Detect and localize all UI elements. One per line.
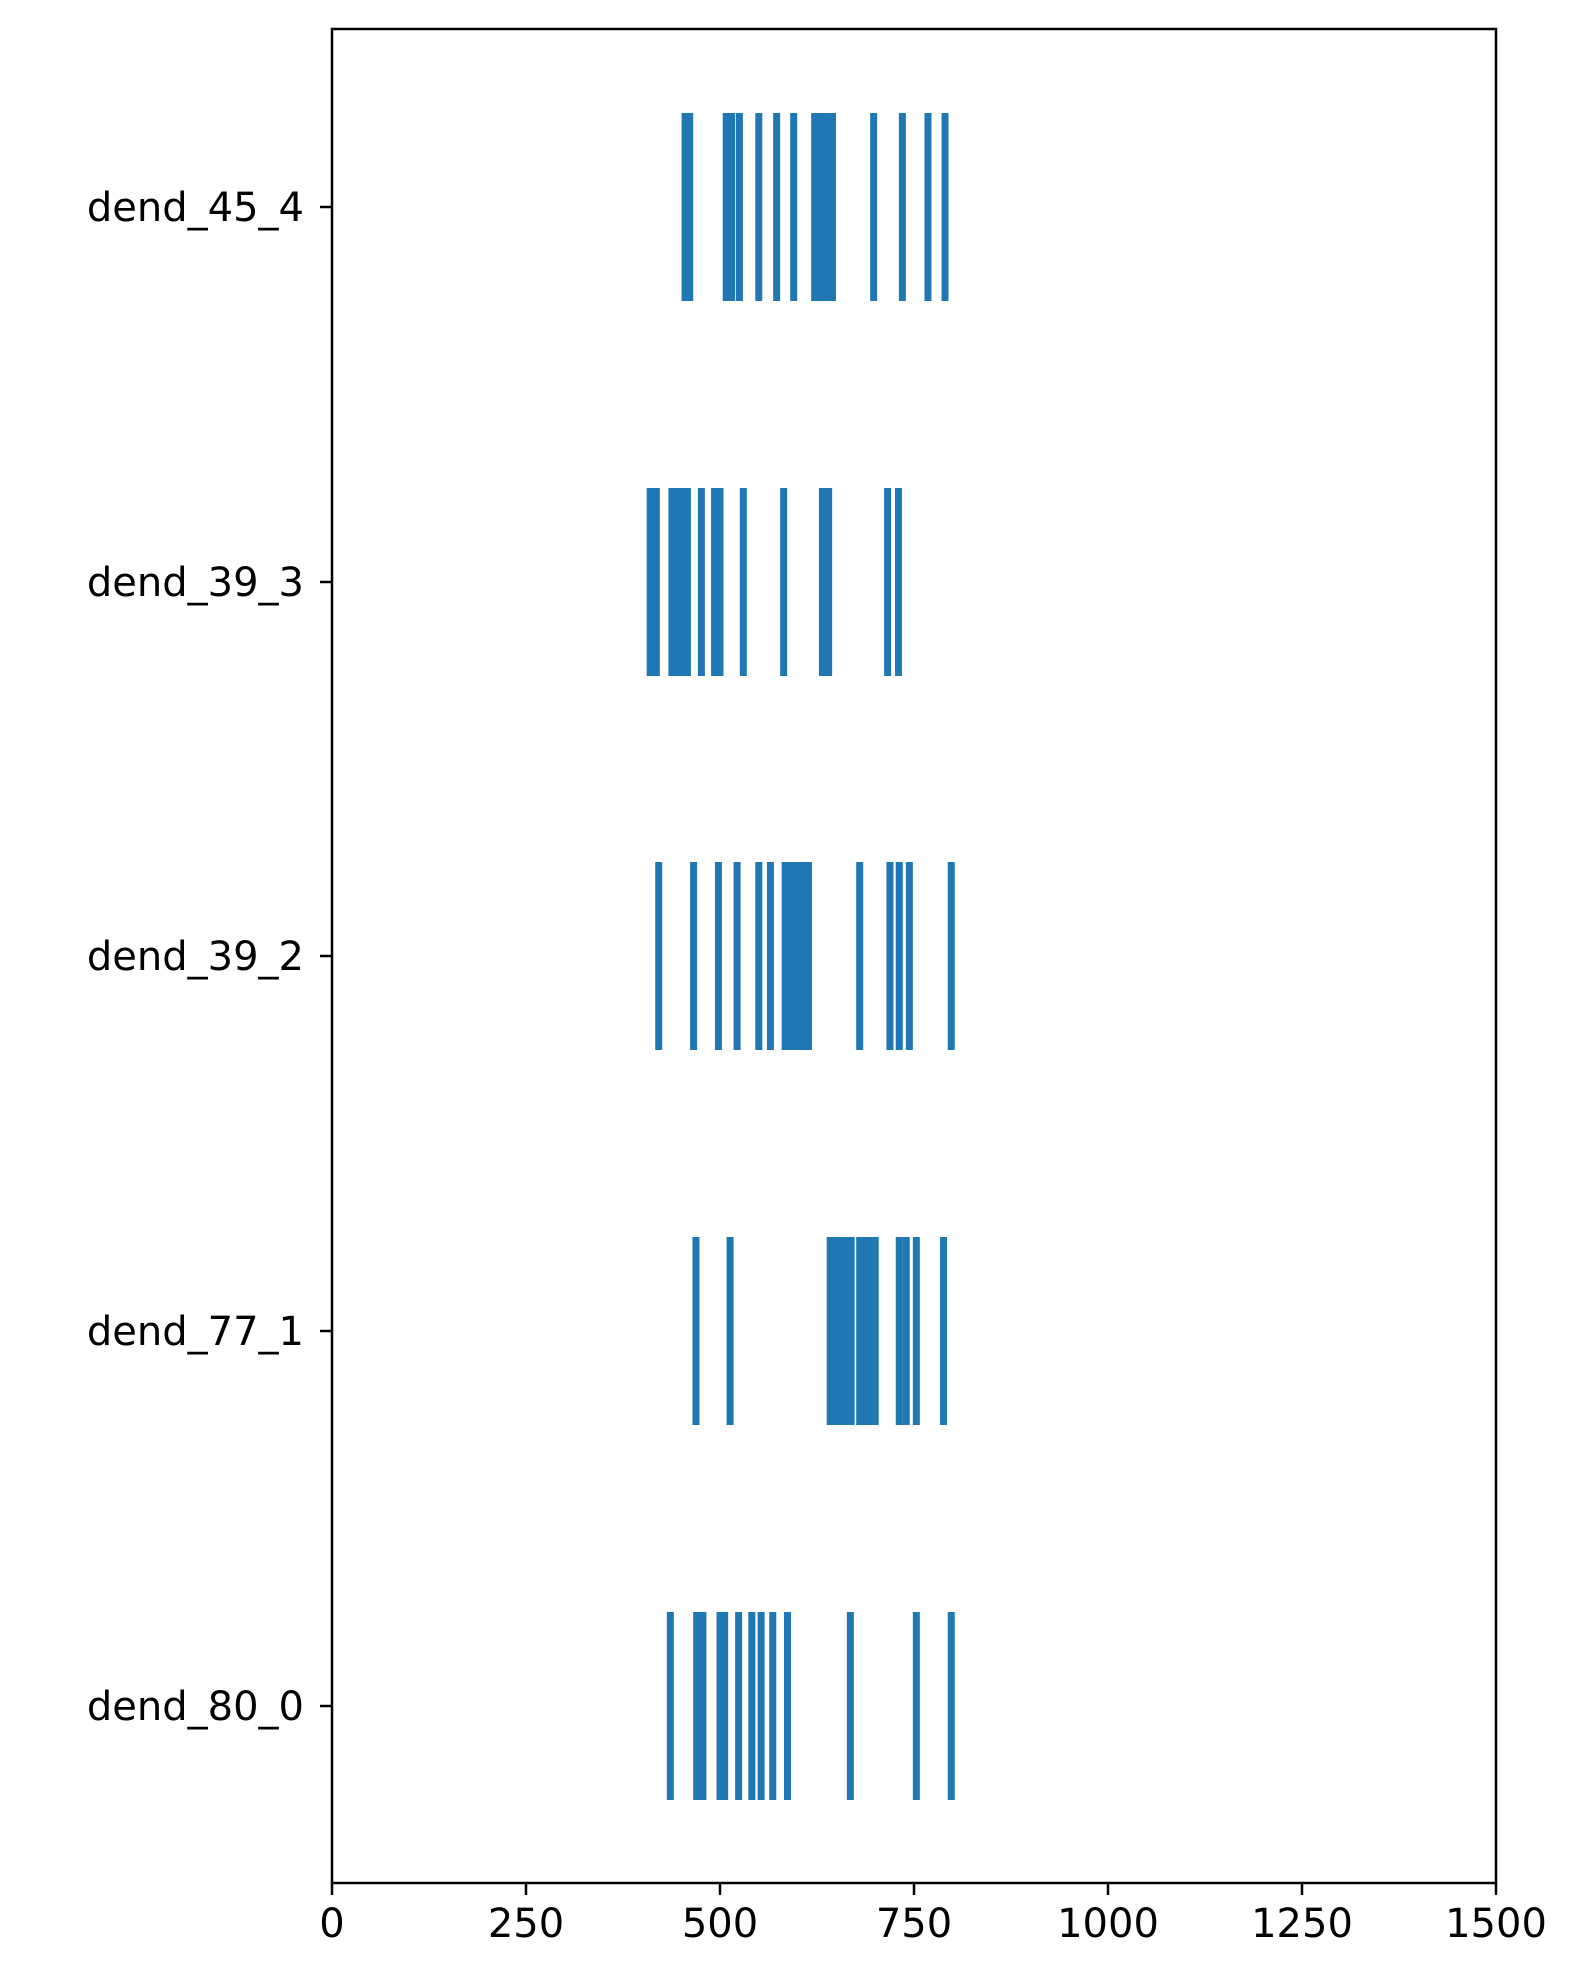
y-tick-label: dend_80_0 [87, 1684, 304, 1730]
y-tick-label: dend_45_4 [87, 185, 304, 231]
x-tick-label: 1250 [1251, 1901, 1353, 1947]
y-tick-label: dend_39_2 [87, 934, 304, 980]
x-tick-label: 750 [876, 1901, 952, 1947]
events-layer [646, 113, 955, 1800]
y-tick-label: dend_39_3 [87, 560, 304, 606]
event-row-dend_80_0 [666, 1612, 955, 1800]
event-row-dend_39_3 [646, 488, 902, 676]
x-tick-label: 0 [319, 1901, 344, 1947]
x-tick-label: 1500 [1445, 1901, 1547, 1947]
event-row-dend_39_2 [655, 862, 955, 1050]
y-tick-label: dend_77_1 [87, 1309, 304, 1355]
x-tick-label: 250 [488, 1901, 564, 1947]
event-row-dend_77_1 [692, 1237, 947, 1425]
x-tick-label: 1000 [1057, 1901, 1159, 1947]
event-row-dend_45_4 [681, 113, 949, 301]
x-axis: 0 250 500 750 1000 1250 1500 [319, 1883, 1547, 1947]
x-tick-label: 500 [682, 1901, 758, 1947]
y-axis: dend_80_0 dend_77_1 dend_39_2 dend_39_3 dend… [87, 185, 332, 1730]
